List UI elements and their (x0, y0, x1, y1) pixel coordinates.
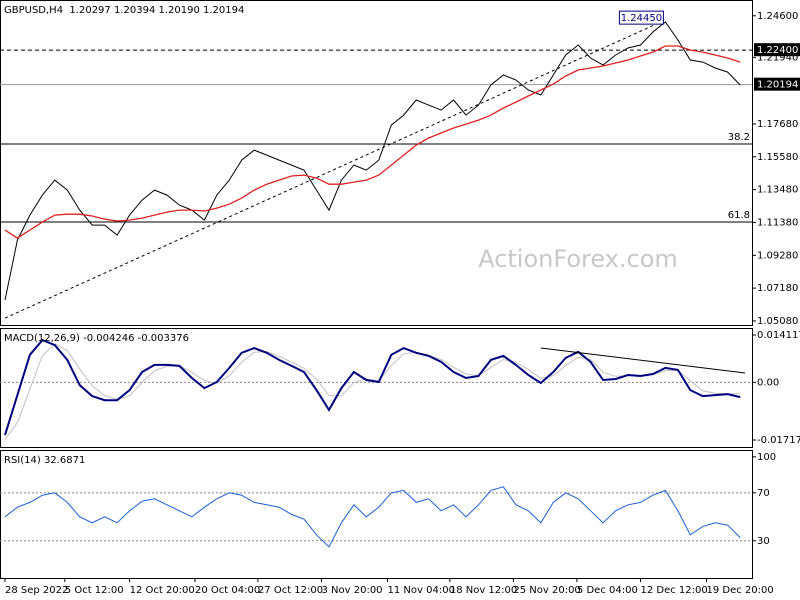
level-label: 61.8 (728, 210, 750, 221)
watermark: ActionForex.com (478, 245, 678, 273)
y-tick-label: 30 (757, 536, 770, 547)
x-tick-label: 28 Sep 2022 (5, 585, 68, 596)
series-line (540, 347, 746, 374)
y-tick-label: -0.017174 (757, 435, 800, 446)
x-tick-label: 5 Oct 12:00 (65, 585, 124, 596)
x-tick-label: 18 Nov 12:00 (450, 585, 517, 596)
panel-frame (0, 328, 753, 448)
y-tick-label: 1.13480 (757, 185, 798, 196)
x-tick-label: 20 Oct 04:00 (195, 585, 260, 596)
series-line (4, 343, 741, 440)
y-tick-label: 1.15580 (757, 152, 798, 163)
price-marker (754, 43, 800, 57)
x-tick-label: 25 Nov 20:00 (513, 585, 580, 596)
annotation-label: 1.24450 (621, 13, 662, 24)
panel-title: MACD(12,26,9) -0.004246 -0.003376 (4, 333, 189, 344)
series-line (4, 19, 666, 319)
x-tick-label: 3 Nov 20:00 (321, 585, 382, 596)
y-tick-label: 1.11380 (757, 217, 798, 228)
y-tick-label: 1.09280 (757, 250, 798, 261)
panel-title: GBPUSD,H4 1.20297 1.20394 1.20190 1.2019… (4, 5, 244, 16)
annotation-box (618, 10, 664, 25)
x-tick-label: 12 Dec 12:00 (640, 585, 707, 596)
x-tick-label: 5 Dec 04:00 (577, 585, 638, 596)
price-marker (754, 77, 800, 91)
panel-frame (0, 0, 753, 326)
y-tick-label: 0.014117 (757, 330, 800, 341)
level-label: 38.2 (728, 132, 750, 143)
x-tick-label: 12 Oct 20:00 (130, 585, 195, 596)
x-tick-label: 19 Dec 20:00 (707, 585, 774, 596)
y-tick-label: 1.17680 (757, 119, 798, 130)
panel-frame (0, 450, 753, 579)
y-tick-label: 100 (757, 452, 776, 463)
y-tick-label: 1.21940 (757, 52, 798, 63)
x-tick-label: 27 Oct 12:00 (258, 585, 323, 596)
price-marker-label: 1.22400 (757, 45, 798, 56)
price-marker-label: 1.20194 (757, 80, 798, 91)
y-tick-label: 1.24600 (757, 11, 798, 22)
series-line (4, 338, 741, 436)
series-line (4, 45, 741, 239)
y-tick-label: 0.00 (757, 377, 779, 388)
panel-title: RSI(14) 32.6871 (4, 455, 85, 466)
series-line (4, 486, 741, 548)
y-tick-label: 1.05080 (757, 316, 798, 327)
y-tick-label: 70 (757, 488, 770, 499)
y-tick-label: 1.07180 (757, 283, 798, 294)
x-tick-label: 11 Nov 04:00 (388, 585, 455, 596)
series-line (4, 21, 741, 301)
